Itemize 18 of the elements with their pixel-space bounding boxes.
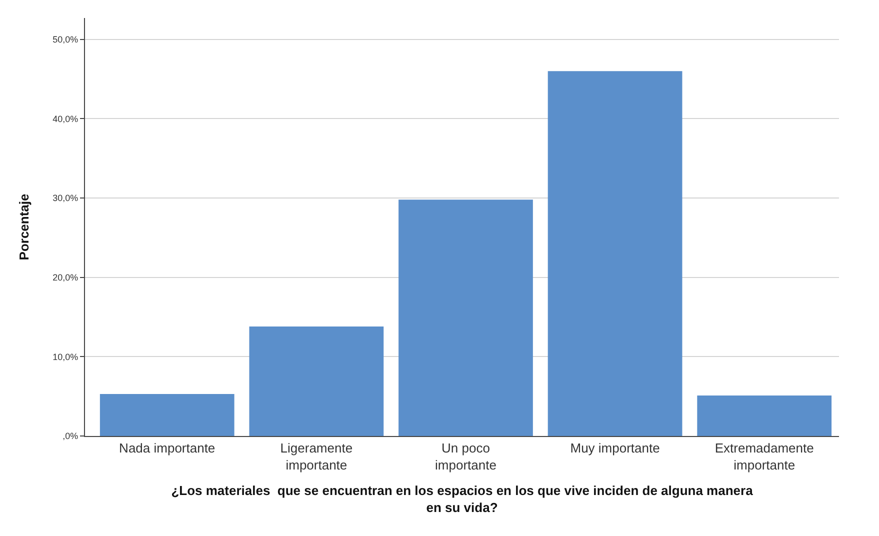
y-tick-label: 10,0% <box>52 352 78 362</box>
x-tick-label: Ligeramente importante <box>280 440 353 472</box>
y-tick-label: ,0% <box>62 431 78 442</box>
x-tick-label: Un poco importante <box>435 440 496 472</box>
bar <box>249 326 384 436</box>
y-tick-label: 50,0% <box>52 34 78 45</box>
y-tick-label: 40,0% <box>52 114 78 124</box>
x-tick-label: Muy importante <box>570 440 660 456</box>
y-tick-label: 20,0% <box>52 272 78 283</box>
bar <box>548 71 682 436</box>
bar <box>398 200 533 436</box>
y-tick-label: 30,0% <box>52 193 78 204</box>
y-axis-title: Porcentaje <box>16 194 32 260</box>
x-tick-label: Extremadamente importante <box>714 440 814 472</box>
bar <box>100 394 234 436</box>
bar <box>697 396 832 436</box>
x-tick-label: Nada importante <box>119 440 216 456</box>
x-axis-title: ¿Los materiales que se encuentran en los espacios en los que vive inciden de alguna manera en su vida? <box>171 483 754 515</box>
